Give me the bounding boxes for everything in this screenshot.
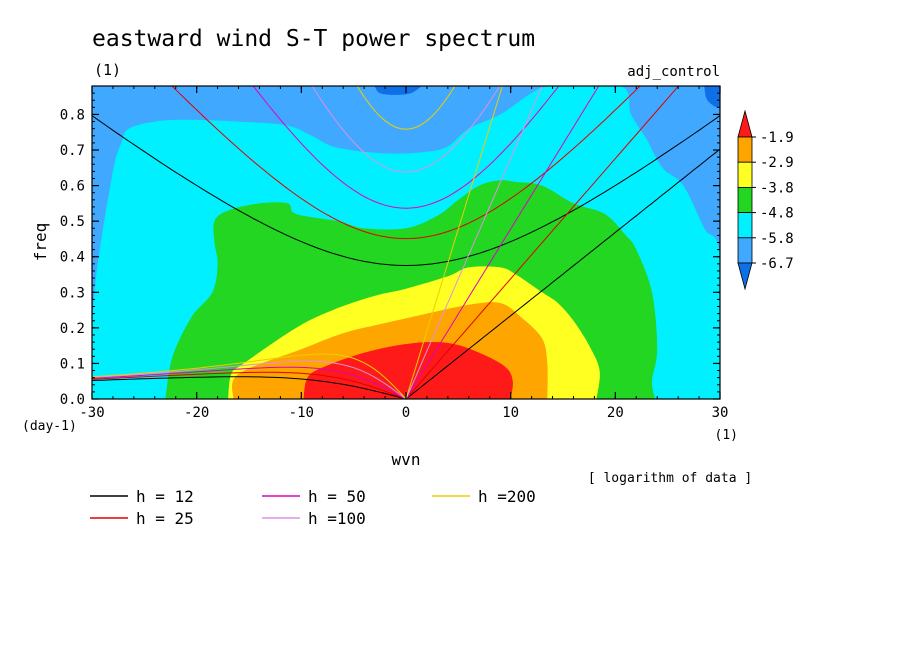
dispersion-curve <box>311 86 501 173</box>
dispersion-curve <box>171 86 641 240</box>
title-unit: (1) <box>94 61 121 79</box>
y-tick-label: 0.7 <box>60 143 85 159</box>
x-axis-ticks: -30 -20 -10 0 10 20 30 <box>79 86 728 421</box>
colorbar-box <box>737 237 753 264</box>
legend: h = 12 h = 25 h = 50 h =100 h =200 <box>90 487 536 528</box>
y-axis-label: freq <box>31 223 50 262</box>
colorbar-box <box>737 212 753 239</box>
colorbar-note: [ logarithm of data ] <box>588 471 752 486</box>
y-tick-label: 0.2 <box>60 321 85 337</box>
dispersion-curve <box>405 86 680 399</box>
y-tick-label: 0.4 <box>60 250 85 266</box>
colorbar-box <box>737 136 753 163</box>
legend-label: h = 25 <box>136 509 194 528</box>
x-tick-label: -20 <box>184 405 209 421</box>
legend-label: h = 12 <box>136 487 194 506</box>
colorbar-label: -6.7 <box>760 256 794 272</box>
y-unit-label: (day-1) <box>22 419 77 434</box>
colorbar-label: -3.8 <box>760 180 794 196</box>
chart-title: eastward wind S-T power spectrum <box>92 26 535 52</box>
dispersion-curve <box>405 148 720 399</box>
dispersion-curve <box>252 86 560 209</box>
dispersion-curve <box>92 360 407 399</box>
y-tick-label: 0.3 <box>60 285 85 301</box>
x-tick-label: 30 <box>712 405 729 421</box>
contour-fills <box>92 86 720 399</box>
y-tick-label: 0.0 <box>60 392 85 408</box>
colorbar-label: -2.9 <box>760 155 794 171</box>
legend-label: h =200 <box>478 487 536 506</box>
legend-label: h =100 <box>308 509 366 528</box>
x-tick-label: -10 <box>289 405 314 421</box>
x-tick-label: 20 <box>607 405 624 421</box>
dispersion-curve <box>92 353 407 399</box>
dispersion-curve <box>356 86 456 130</box>
x-tick-label: 0 <box>402 405 410 421</box>
colorbar: -1.9 -2.9 -3.8 -4.8 -5.8 -6.7 <box>737 109 794 291</box>
legend-label: h = 50 <box>308 487 366 506</box>
y-tick-label: 0.8 <box>60 107 85 123</box>
colorbar-label: -4.8 <box>760 206 794 222</box>
x-tick-label: -30 <box>79 405 104 421</box>
contour-band <box>374 86 422 95</box>
x-tick-label: 10 <box>502 405 519 421</box>
y-tick-label: 0.1 <box>60 356 85 372</box>
dispersion-curve <box>405 86 600 399</box>
dispersion-curves <box>92 86 720 399</box>
contour-band <box>704 86 720 108</box>
colorbar-label: -5.8 <box>760 231 794 247</box>
contour-band <box>303 341 513 399</box>
dispersion-curve <box>92 366 407 399</box>
y-tick-label: 0.5 <box>60 214 85 230</box>
colorbar-bottom-arrow <box>737 262 753 291</box>
colorbar-label: -1.9 <box>760 130 794 146</box>
plot-area: -30 -20 -10 0 10 20 30 0.00.10.20.30.40.50.60.… <box>60 85 728 421</box>
colorbar-top-arrow <box>737 109 753 138</box>
x-axis-label: wvn <box>392 450 421 469</box>
colorbar-box <box>737 161 753 188</box>
y-axis-ticks: 0.0 0.1 0.2 0.3 0.4 0.5 0.6 0.7 0.8 <box>60 85 720 408</box>
dispersion-curve <box>92 371 407 399</box>
x-unit-label: (1) <box>715 428 738 443</box>
dispersion-curve <box>92 115 720 267</box>
dispersion-curve <box>405 86 543 399</box>
y-tick-label: 0.6 <box>60 179 85 195</box>
dispersion-curve <box>92 376 407 399</box>
dispersion-curve <box>405 86 503 399</box>
colorbar-box <box>737 186 753 213</box>
run-label: adj_control <box>627 64 720 80</box>
